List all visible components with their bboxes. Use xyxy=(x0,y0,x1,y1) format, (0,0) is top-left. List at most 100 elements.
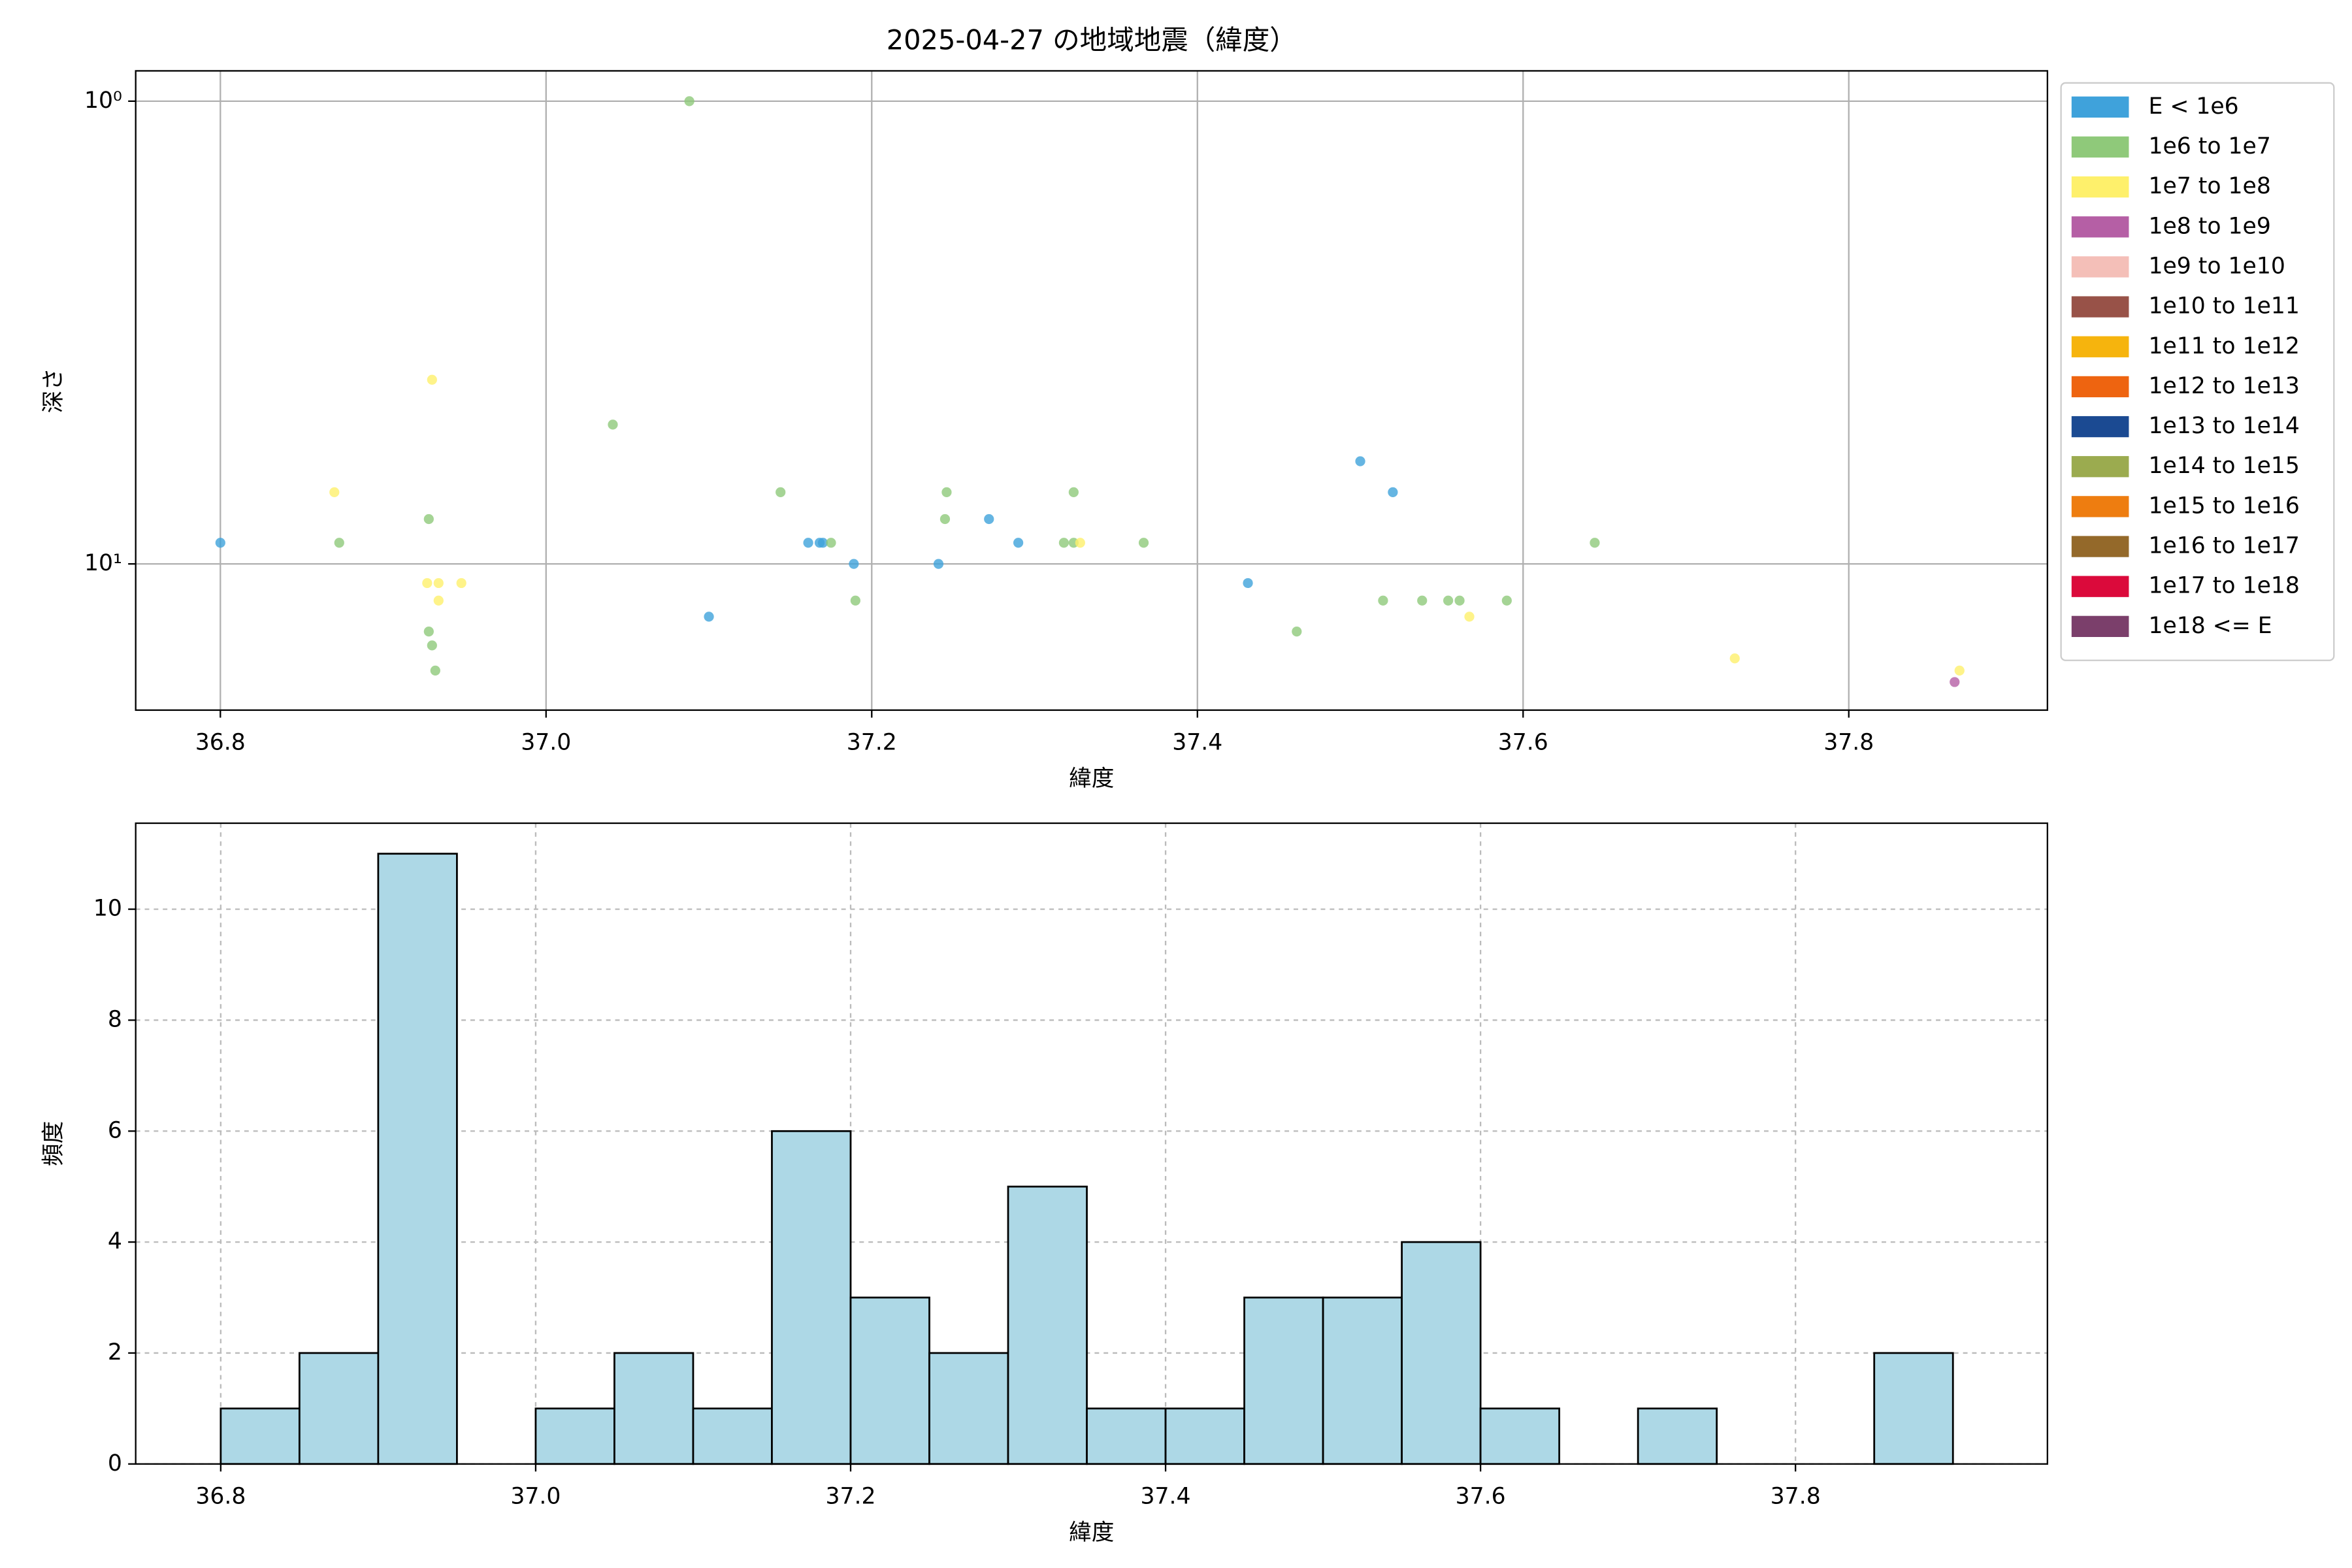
legend-label: 1e14 to 1e15 xyxy=(2148,453,2299,479)
legend-swatch xyxy=(2071,136,2129,158)
point xyxy=(1501,595,1512,606)
y-tick-label: 2 xyxy=(108,1339,122,1365)
bar xyxy=(1873,1352,1954,1465)
legend-label: 1e16 to 1e17 xyxy=(2148,533,2299,559)
point xyxy=(1729,653,1740,664)
point xyxy=(329,487,340,498)
y-tick-label: 10⁰ xyxy=(84,88,122,114)
point xyxy=(850,595,860,606)
bar xyxy=(1401,1241,1482,1465)
bar xyxy=(1637,1407,1718,1465)
point xyxy=(433,595,444,606)
point xyxy=(1464,612,1475,622)
chart-title: 2025-04-27 の地域地震（緯度） xyxy=(887,24,1297,56)
bar xyxy=(849,1296,930,1465)
point xyxy=(215,538,225,548)
legend-swatch xyxy=(2071,336,2129,357)
legend-label: 1e11 to 1e12 xyxy=(2148,333,2299,359)
plot-frame xyxy=(135,822,2048,1465)
y-tick-label: 8 xyxy=(108,1006,122,1032)
legend-swatch xyxy=(2071,456,2129,478)
point xyxy=(1355,456,1365,466)
y-tick-label: 0 xyxy=(108,1450,122,1477)
point xyxy=(826,538,836,548)
legend-label: 1e7 to 1e8 xyxy=(2148,173,2270,199)
legend-swatch xyxy=(2071,376,2129,398)
legend-swatch xyxy=(2071,176,2129,198)
bar xyxy=(1479,1407,1561,1465)
point xyxy=(423,514,434,525)
point xyxy=(803,538,813,548)
x-tick-label: 37.4 xyxy=(1172,730,1222,756)
bar xyxy=(613,1352,694,1465)
point xyxy=(422,578,433,589)
legend-swatch xyxy=(2071,536,2129,557)
bar xyxy=(692,1407,773,1465)
x-axis-label: 緯度 xyxy=(1069,766,1114,792)
point xyxy=(1954,665,1965,676)
point xyxy=(456,578,466,589)
point xyxy=(704,612,714,622)
point xyxy=(933,559,944,569)
x-tick-label: 37.2 xyxy=(825,1484,875,1510)
bar xyxy=(1164,1407,1245,1465)
bar xyxy=(1086,1407,1167,1465)
point xyxy=(939,514,951,525)
y-axis-label: 深さ xyxy=(41,368,67,413)
point xyxy=(1138,538,1149,548)
bar xyxy=(534,1407,615,1465)
legend-label: 1e10 to 1e11 xyxy=(2148,293,2299,319)
bar xyxy=(220,1407,301,1465)
point xyxy=(423,627,434,637)
legend-label: E < 1e6 xyxy=(2148,93,2238,120)
bar xyxy=(377,853,458,1465)
point xyxy=(430,665,440,676)
point xyxy=(427,374,437,385)
point xyxy=(776,487,786,498)
legend-swatch xyxy=(2071,296,2129,318)
legend-swatch xyxy=(2071,416,2129,438)
point xyxy=(1075,538,1085,548)
legend-label: 1e18 <= E xyxy=(2148,613,2272,639)
x-tick-label: 37.2 xyxy=(847,730,897,756)
legend-swatch xyxy=(2071,496,2129,517)
point xyxy=(1454,595,1465,606)
x-tick-label: 37.6 xyxy=(1456,1484,1506,1510)
point xyxy=(427,640,437,651)
y-tick-label: 10 xyxy=(93,896,122,922)
legend-swatch xyxy=(2071,96,2129,118)
point xyxy=(1378,595,1388,606)
y-tick-label: 10¹ xyxy=(84,550,122,576)
point xyxy=(1950,677,1960,687)
point xyxy=(1013,538,1024,548)
legend-label: 1e9 to 1e10 xyxy=(2148,253,2285,279)
point xyxy=(984,514,994,525)
x-tick-label: 37.8 xyxy=(1771,1484,1821,1510)
point xyxy=(1243,578,1253,589)
legend-label: 1e6 to 1e7 xyxy=(2148,133,2270,159)
bar xyxy=(1322,1296,1403,1465)
y-axis-label: 頻度 xyxy=(41,1121,67,1166)
bar xyxy=(298,1352,380,1465)
x-tick-label: 36.8 xyxy=(195,730,246,756)
x-tick-label: 36.8 xyxy=(195,1484,246,1510)
legend-swatch xyxy=(2071,615,2129,637)
bar xyxy=(771,1130,852,1465)
point xyxy=(941,487,952,498)
point xyxy=(817,538,828,548)
x-tick-label: 37.0 xyxy=(510,1484,561,1510)
legend-label: 1e17 to 1e18 xyxy=(2148,573,2299,599)
point xyxy=(608,419,618,430)
legend-label: 1e13 to 1e14 xyxy=(2148,413,2299,439)
point xyxy=(684,96,694,106)
legend-label: 1e8 to 1e9 xyxy=(2148,213,2270,239)
legend-swatch xyxy=(2071,256,2129,278)
x-tick-label: 37.6 xyxy=(1498,730,1548,756)
x-tick-label: 37.8 xyxy=(1823,730,1874,756)
y-tick-label: 6 xyxy=(108,1117,122,1143)
legend-label: 1e15 to 1e16 xyxy=(2148,493,2299,519)
plot-frame xyxy=(135,70,2048,711)
point xyxy=(334,538,344,548)
legend-swatch xyxy=(2071,216,2129,238)
